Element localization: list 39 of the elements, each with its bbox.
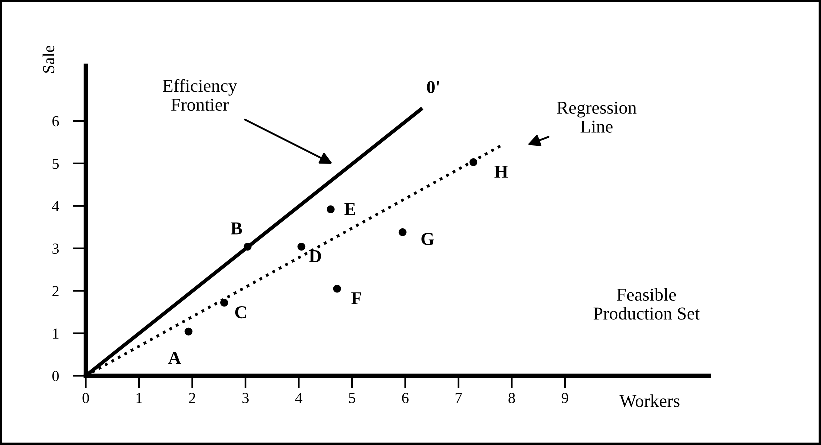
annotation: C bbox=[235, 306, 246, 319]
y-tick-label: 1 bbox=[53, 328, 59, 339]
x-tick-label: 7 bbox=[456, 393, 462, 404]
annotation: B bbox=[231, 222, 242, 235]
point bbox=[470, 158, 478, 166]
annotation: H bbox=[494, 166, 508, 178]
point bbox=[398, 228, 407, 236]
x-tick-label: 4 bbox=[295, 393, 303, 404]
x-tick-label: 0 bbox=[82, 393, 90, 404]
x-tick-label: 8 bbox=[508, 393, 516, 404]
point bbox=[184, 328, 193, 336]
annotation: Efficiency Frontier bbox=[163, 79, 238, 112]
annotation: E bbox=[344, 203, 356, 216]
y-tick-label: 0 bbox=[52, 371, 60, 382]
point bbox=[333, 284, 342, 293]
annotation: D bbox=[309, 250, 322, 262]
y-tick-label: 2 bbox=[52, 286, 59, 296]
x-tick-label: 9 bbox=[562, 393, 568, 404]
annotation: A bbox=[168, 352, 182, 364]
y-tick-label: 3 bbox=[52, 244, 60, 254]
x-tick-label: 5 bbox=[349, 393, 356, 404]
x-axis-title: Workers bbox=[620, 394, 680, 408]
annotation: Regression Line bbox=[557, 102, 637, 133]
point bbox=[326, 206, 335, 214]
annotation: Feasible Production Set bbox=[594, 288, 700, 320]
annotation: F bbox=[352, 292, 362, 304]
y-tick-label: 5 bbox=[52, 158, 60, 170]
y-tick-label: 4 bbox=[52, 201, 60, 212]
point bbox=[220, 299, 228, 307]
x-tick-label: 6 bbox=[402, 393, 409, 404]
y-axis-title: Sale bbox=[42, 46, 55, 74]
point bbox=[244, 242, 252, 251]
x-tick-label: 3 bbox=[242, 393, 249, 404]
x-tick-label: 2 bbox=[189, 393, 196, 404]
point bbox=[298, 242, 306, 251]
annotation: 0' bbox=[427, 81, 440, 94]
y-tick-label: 6 bbox=[52, 116, 60, 127]
annotation: G bbox=[422, 233, 434, 246]
x-tick-label: 1 bbox=[136, 393, 142, 404]
